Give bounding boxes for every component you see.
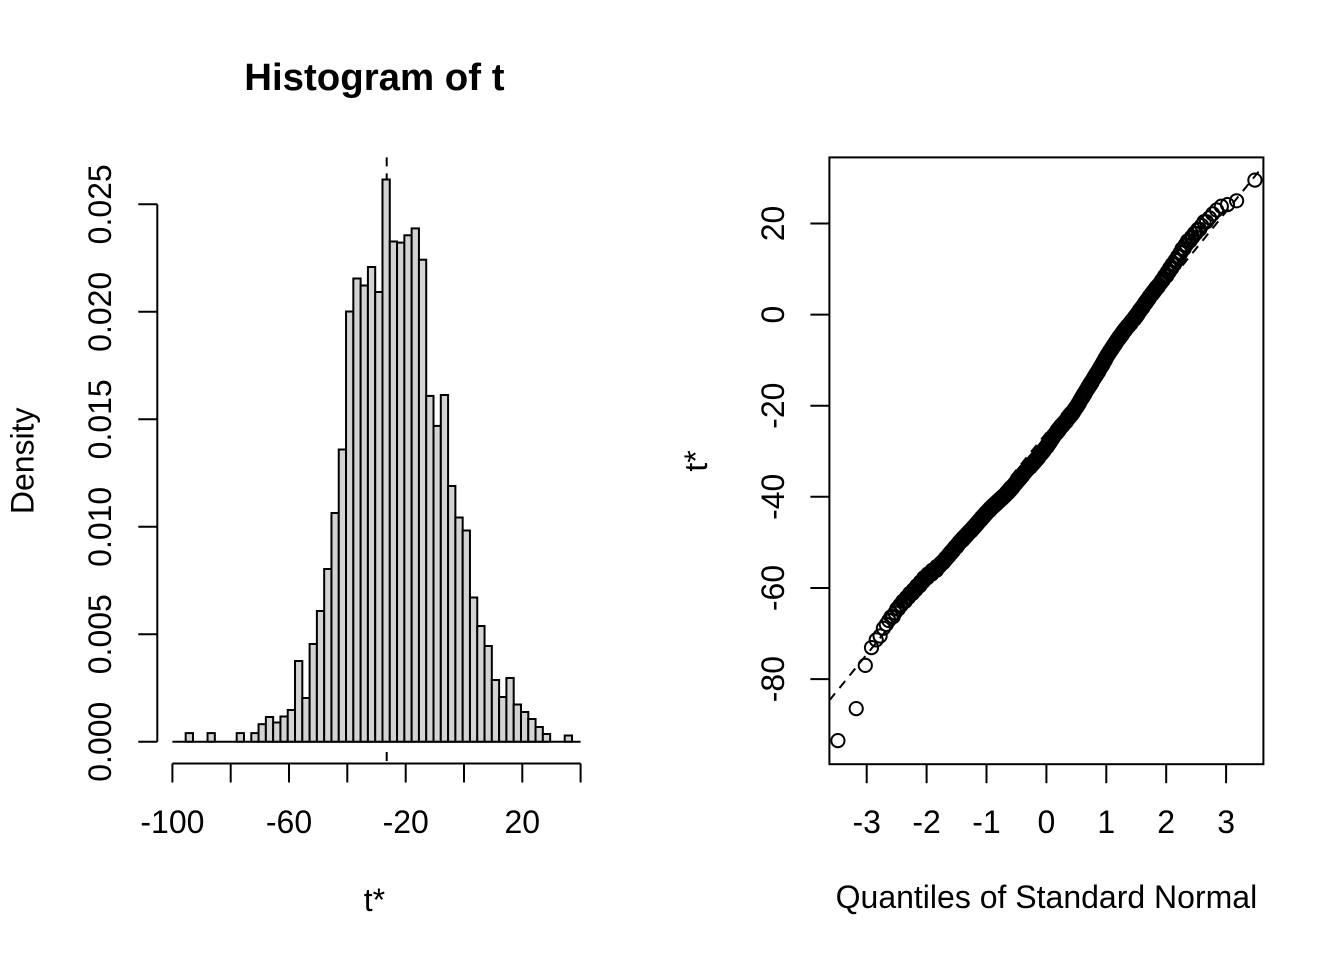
svg-text:-2: -2 [912, 804, 940, 840]
svg-text:-20: -20 [755, 383, 791, 429]
svg-text:3: 3 [1217, 804, 1235, 840]
svg-text:t*: t* [678, 450, 714, 471]
svg-text:-1: -1 [972, 804, 1000, 840]
svg-text:0.000: 0.000 [82, 702, 118, 782]
svg-text:20: 20 [755, 206, 791, 242]
svg-text:Histogram of t: Histogram of t [244, 56, 504, 99]
svg-text:Density: Density [5, 407, 41, 514]
svg-text:0: 0 [755, 306, 791, 324]
svg-text:-60: -60 [266, 804, 312, 840]
svg-text:-100: -100 [140, 804, 204, 840]
svg-text:1: 1 [1097, 804, 1115, 840]
svg-text:0: 0 [1038, 804, 1056, 840]
svg-text:0.020: 0.020 [82, 272, 118, 352]
svg-text:0.015: 0.015 [82, 379, 118, 459]
svg-text:0.010: 0.010 [82, 487, 118, 567]
svg-text:2: 2 [1157, 804, 1175, 840]
svg-text:0.025: 0.025 [82, 164, 118, 244]
svg-text:-40: -40 [755, 474, 791, 520]
svg-text:t*: t* [364, 882, 385, 918]
svg-text:Quantiles of Standard Normal: Quantiles of Standard Normal [836, 879, 1258, 915]
svg-text:-20: -20 [383, 804, 429, 840]
svg-text:-80: -80 [755, 656, 791, 702]
svg-text:-60: -60 [755, 565, 791, 611]
svg-text:20: 20 [505, 804, 541, 840]
svg-text:0.005: 0.005 [82, 594, 118, 674]
svg-text:-3: -3 [852, 804, 880, 840]
